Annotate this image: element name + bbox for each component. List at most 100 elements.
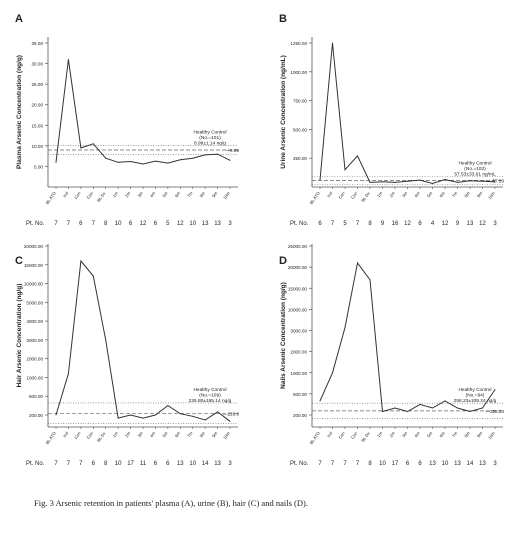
data-point xyxy=(369,279,371,281)
pt-number: 8 xyxy=(104,221,108,227)
x-tick-label: Con xyxy=(86,190,95,200)
x-tick-label: BL ATO xyxy=(309,190,322,205)
x-tick-label: BL Dx xyxy=(96,190,107,203)
pt-number: 9 xyxy=(381,221,385,227)
data-point xyxy=(357,155,358,157)
healthy-mean-label: —258.23 xyxy=(485,409,504,414)
pt-number: 13 xyxy=(479,461,486,467)
pt-number: 10 xyxy=(442,461,449,467)
x-tick-label: Con xyxy=(350,190,359,200)
x-tick-label: 7m xyxy=(451,430,459,438)
pt-number: 13 xyxy=(429,461,436,467)
y-tick-label: 35.00 xyxy=(32,41,44,46)
y-tick-label: 500.00 xyxy=(293,392,307,397)
x-tick-label: 5m xyxy=(161,190,169,198)
x-tick-label: 6m xyxy=(174,430,182,438)
data-point xyxy=(192,157,194,159)
pt-number: 14 xyxy=(467,461,474,467)
y-tick-label: 3000.00 xyxy=(290,329,307,334)
x-tick-label: 8m xyxy=(463,430,471,438)
x-tick-label: 9m xyxy=(211,190,219,198)
data-point xyxy=(179,159,181,161)
healthy-mean-label: —8.99 xyxy=(225,148,239,153)
pt-number: 6 xyxy=(92,461,96,467)
data-point xyxy=(204,154,206,156)
x-tick-label: 7m xyxy=(186,190,194,198)
data-point xyxy=(444,400,446,402)
healthy-control-value: 8.99±1.14 ng/g xyxy=(194,140,226,146)
x-tick-label: 6m xyxy=(438,430,446,438)
data-point xyxy=(142,163,144,165)
y-tick-label: 5000.00 xyxy=(26,300,43,305)
pt-number: 3 xyxy=(228,461,232,467)
x-tick-label: 5m xyxy=(161,430,169,438)
healthy-control-value: 226.80±165.14 ng/g xyxy=(189,398,232,404)
pt-number: 7 xyxy=(92,221,96,227)
pt-number: 7 xyxy=(79,461,83,467)
pt-number: 13 xyxy=(214,461,221,467)
data-point xyxy=(457,181,458,183)
pt-number: 3 xyxy=(228,221,232,227)
y-tick-label: 250.00 xyxy=(293,156,307,161)
healthy-mean-label: —226.8 xyxy=(223,411,240,416)
healthy-control-value: 57.53±33.61 ng/mL xyxy=(454,172,496,178)
x-tick-label: 5m xyxy=(426,190,434,198)
pt-number: 7 xyxy=(67,221,71,227)
data-point xyxy=(154,414,156,416)
data-point xyxy=(344,169,346,171)
pt-number: 12 xyxy=(177,221,184,227)
healthy-control-title: Healthy Control xyxy=(193,129,226,135)
x-tick-label: 8m xyxy=(463,190,471,198)
data-point xyxy=(92,143,94,145)
pt-number-label: Pt. No. xyxy=(26,461,45,467)
healthy-control-n: (No.=109) xyxy=(199,392,221,398)
data-point xyxy=(482,180,483,182)
data-point xyxy=(357,262,358,264)
pt-number: 6 xyxy=(406,461,410,467)
x-tick-label: Ind xyxy=(326,190,334,198)
pt-number: 7 xyxy=(318,461,322,467)
y-axis-label: Urine Arsenic Concentration (ng/mL) xyxy=(280,55,287,169)
panel-label-C: C xyxy=(15,255,23,267)
pt-number: 5 xyxy=(166,221,170,227)
x-tick-label: Con xyxy=(86,430,95,440)
pt-number: 7 xyxy=(343,461,347,467)
pt-number: 8 xyxy=(368,461,372,467)
x-tick-label: 10m xyxy=(487,430,496,440)
x-tick-label: 8m xyxy=(199,430,207,438)
data-point xyxy=(319,400,321,402)
pt-number: 17 xyxy=(392,461,399,467)
y-axis-label: Hair Arsenic Concentration (ng/g) xyxy=(16,284,23,388)
x-tick-label: 3m xyxy=(401,190,409,198)
panel-label-D: D xyxy=(279,255,287,267)
data-point xyxy=(142,417,144,419)
x-tick-label: 1m xyxy=(112,430,120,438)
data-point xyxy=(482,407,483,409)
x-tick-label: Ind xyxy=(326,430,334,438)
x-tick-label: BL Dx xyxy=(360,430,371,443)
y-tick-label: 1250.00 xyxy=(290,41,307,46)
data-point xyxy=(407,410,408,412)
x-tick-label: 10m xyxy=(487,190,496,200)
pt-number: 10 xyxy=(115,221,122,227)
x-tick-label: 6m xyxy=(174,190,182,198)
healthy-control-title: Healthy Control xyxy=(458,387,491,393)
x-tick-label: 4m xyxy=(149,190,157,198)
pt-number: 7 xyxy=(356,221,360,227)
data-point xyxy=(105,157,107,159)
pt-number: 7 xyxy=(54,461,58,467)
pt-number: 3 xyxy=(493,221,497,227)
pt-number: 6 xyxy=(166,461,170,467)
x-tick-label: 1m xyxy=(376,190,384,198)
x-tick-label: 3m xyxy=(136,430,144,438)
y-tick-label: 500.00 xyxy=(29,394,43,399)
pt-number: 12 xyxy=(404,221,411,227)
x-tick-label: Con xyxy=(337,430,346,440)
pt-number: 7 xyxy=(67,461,71,467)
data-point xyxy=(117,417,119,419)
data-point xyxy=(344,326,346,328)
y-tick-label: 15.00 xyxy=(32,123,44,128)
y-tick-label: 10000.00 xyxy=(24,282,44,287)
x-tick-label: 8m xyxy=(199,190,207,198)
pt-number: 9 xyxy=(456,221,460,227)
